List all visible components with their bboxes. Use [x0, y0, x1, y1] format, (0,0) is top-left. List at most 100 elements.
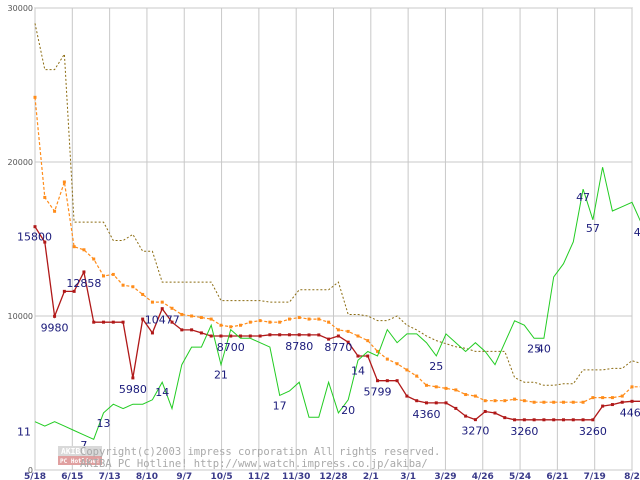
series-point-min_price [385, 379, 389, 383]
series-point-avg_price [415, 374, 419, 378]
series-point-min_price [111, 320, 115, 324]
data-label-min_price: 8700 [217, 341, 245, 354]
x-tick-label: 10/5 [211, 472, 233, 480]
x-axis: 5/18 6/15 7/13 8/10 9/7 10/5 11/2 11/30 12/28 2/1… [24, 472, 640, 480]
series-point-min_price [336, 334, 340, 338]
data-label-min_price: 8770 [324, 341, 352, 354]
series-point-min_price [43, 240, 47, 244]
series-point-min_price [53, 314, 57, 318]
series-point-min_price [92, 320, 96, 324]
series-point-avg_price [199, 316, 203, 320]
data-label-shop_count: 7 [80, 439, 87, 452]
series-point-min_price [72, 289, 76, 293]
series-point-min_price [82, 270, 86, 274]
series-point-avg_price [552, 400, 556, 404]
series-point-min_price [571, 418, 575, 422]
series-point-min_price [532, 418, 536, 422]
series-point-min_price [405, 394, 409, 398]
x-tick-label: 6/21 [546, 472, 568, 480]
series-point-min_price [581, 418, 585, 422]
series-point-avg_price [287, 317, 291, 321]
y-axis: 0 10000 20000 30000 [8, 4, 33, 475]
data-label-min_price: 15800 [17, 231, 52, 244]
series-point-avg_price [376, 349, 380, 353]
series-point-min_price [483, 409, 487, 413]
series-point-avg_price [180, 312, 184, 316]
series-point-avg_price [307, 317, 311, 321]
series-point-avg_price [111, 272, 115, 276]
akiba-logo-bottom [58, 456, 102, 465]
series-point-min_price [473, 418, 477, 422]
series-point-min_price [229, 334, 233, 338]
series-point-min_price [424, 401, 428, 405]
series-point-min_price [121, 320, 125, 324]
series-point-min_price [219, 334, 223, 338]
series-point-avg_price [317, 317, 321, 321]
series-point-avg_price [464, 393, 468, 397]
series-point-min_price [376, 379, 380, 383]
series-point-min_price [415, 399, 419, 403]
series-point-avg_price [327, 320, 331, 324]
data-label-shop_count: 21 [214, 369, 228, 382]
series-point-avg_price [405, 368, 409, 372]
series-point-min_price [444, 401, 448, 405]
series-point-min_price [278, 333, 282, 337]
series-point-avg_price [620, 394, 624, 398]
series-point-avg_price [503, 399, 507, 403]
series-point-avg_price [591, 396, 595, 400]
series-point-min_price [131, 376, 135, 380]
series-point-min_price [268, 333, 272, 337]
data-label-shop_count: 47 [634, 226, 640, 239]
x-tick-label: 11/30 [282, 472, 310, 480]
series-point-avg_price [160, 300, 164, 304]
data-label-shop_count: 20 [341, 404, 355, 417]
series-point-avg_price [92, 257, 96, 261]
data-label-min_price: 3270 [461, 425, 489, 438]
series-point-avg_price [601, 396, 605, 400]
series-point-min_price [170, 320, 174, 324]
series-point-min_price [317, 333, 321, 337]
series-point-min_price [258, 334, 262, 338]
series-point-min_price [542, 418, 546, 422]
series-point-avg_price [513, 397, 517, 401]
series-point-min_price [160, 307, 164, 311]
x-tick-label: 7/13 [99, 472, 121, 480]
x-tick-label: 8/2 [624, 472, 640, 480]
series-layer [33, 23, 640, 440]
series-point-avg_price [62, 180, 66, 184]
series-point-min_price [327, 337, 331, 341]
data-label-shop_count: 14 [351, 364, 365, 377]
data-label-min_price: 3260 [579, 425, 607, 438]
data-label-shop_count: 57 [586, 222, 600, 235]
series-point-avg_price [356, 334, 360, 338]
data-label-shop_count: 11 [17, 426, 31, 439]
y-tick-label: 10000 [8, 312, 33, 321]
y-tick-label: 30000 [8, 4, 33, 13]
series-point-min_price [522, 418, 526, 422]
series-point-min_price [366, 354, 370, 358]
series-point-avg_price [258, 319, 262, 323]
series-point-avg_price [102, 274, 106, 278]
series-line-avg_price [34, 97, 640, 403]
x-tick-label: 3/1 [400, 472, 416, 480]
series-point-min_price [552, 418, 556, 422]
series-point-min_price [395, 379, 399, 383]
series-point-avg_price [82, 248, 86, 252]
series-point-min_price [190, 328, 194, 332]
series-point-avg_price [561, 400, 565, 404]
x-tick-label: 5/24 [509, 472, 531, 480]
series-point-min_price [561, 418, 565, 422]
x-tick-label: 5/18 [24, 472, 46, 480]
data-label-min_price: 10477 [145, 314, 180, 327]
series-point-min_price [287, 333, 291, 337]
series-point-min_price [248, 334, 252, 338]
series-point-avg_price [219, 323, 223, 327]
data-label-shop_count: 14 [155, 386, 169, 399]
series-point-min_price [503, 416, 507, 420]
data-label-min_price: 9980 [41, 321, 69, 334]
x-tick-label: 4/26 [472, 472, 494, 480]
data-label-shop_count: 25 [527, 342, 541, 355]
series-point-min_price [346, 340, 350, 344]
series-point-avg_price [190, 314, 194, 318]
